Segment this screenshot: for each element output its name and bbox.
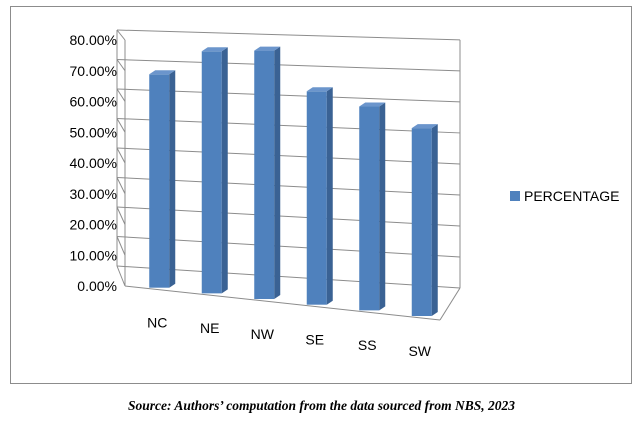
y-tick-label: 20.00% xyxy=(70,217,117,233)
bar-front xyxy=(306,91,327,305)
x-category-label: NE xyxy=(200,320,219,336)
bar-top xyxy=(201,47,228,52)
x-category-label: SE xyxy=(305,331,324,347)
bar-top xyxy=(149,70,176,75)
bar-top xyxy=(254,46,281,51)
y-tick-label: 0.00% xyxy=(77,278,117,294)
x-category-label: NW xyxy=(251,326,275,342)
y-tick-label: 40.00% xyxy=(70,155,117,171)
y-tick-label: 70.00% xyxy=(70,63,117,79)
bar-top xyxy=(411,124,438,129)
bar-front xyxy=(411,128,432,317)
y-tick-label: 30.00% xyxy=(70,186,117,202)
gridline-side xyxy=(116,206,126,225)
bar-side xyxy=(431,124,438,317)
bar-front xyxy=(254,50,275,300)
floor-right-edge xyxy=(439,287,461,321)
bar-top xyxy=(359,102,386,107)
bar-nw xyxy=(254,46,281,300)
source-caption: Source: Authors’ computation from the da… xyxy=(127,398,516,413)
bar-ss xyxy=(359,102,386,311)
gridline xyxy=(116,29,461,41)
gridline-side xyxy=(116,118,126,133)
bar-side xyxy=(326,87,333,305)
x-category-label: NC xyxy=(147,314,167,330)
bar-front xyxy=(201,51,222,294)
bar-sw xyxy=(411,124,438,317)
x-axis-line xyxy=(124,285,441,321)
axes xyxy=(116,30,461,321)
x-axis-categories: NC NE NW SE SS SW xyxy=(147,314,432,358)
y-axis-ticks: 0.00% 10.00% 20.00% 30.00% 40.00% 50.00% 60.00… xyxy=(70,32,117,294)
gridline-side xyxy=(116,177,126,194)
bar-ne xyxy=(201,47,228,294)
y-tick-label: 60.00% xyxy=(70,94,117,110)
bar-se xyxy=(306,87,333,305)
y-tick-label: 50.00% xyxy=(70,124,117,140)
gridline-side xyxy=(116,236,126,256)
bar-top xyxy=(306,87,333,92)
y-tick-label: 80.00% xyxy=(70,32,117,48)
x-category-label: SW xyxy=(408,343,431,359)
gridline-side xyxy=(116,88,126,102)
gridline-side xyxy=(116,147,126,164)
y-tick-label: 10.00% xyxy=(70,247,117,263)
gridline-side xyxy=(116,265,126,287)
bar-side xyxy=(274,46,281,300)
legend: PERCENTAGE xyxy=(510,188,619,204)
gridline-side xyxy=(116,59,126,72)
legend-swatch xyxy=(510,191,520,201)
bar-side xyxy=(379,102,386,311)
bar-front xyxy=(149,74,170,288)
gridline xyxy=(116,59,461,72)
x-category-label: SS xyxy=(358,337,377,353)
bar-nc xyxy=(149,70,176,288)
bar-side xyxy=(169,70,176,288)
legend-label: PERCENTAGE xyxy=(524,188,619,204)
bar-front xyxy=(359,106,380,311)
bar-side xyxy=(221,47,228,294)
gridline-side xyxy=(116,29,126,41)
bars xyxy=(149,46,438,317)
